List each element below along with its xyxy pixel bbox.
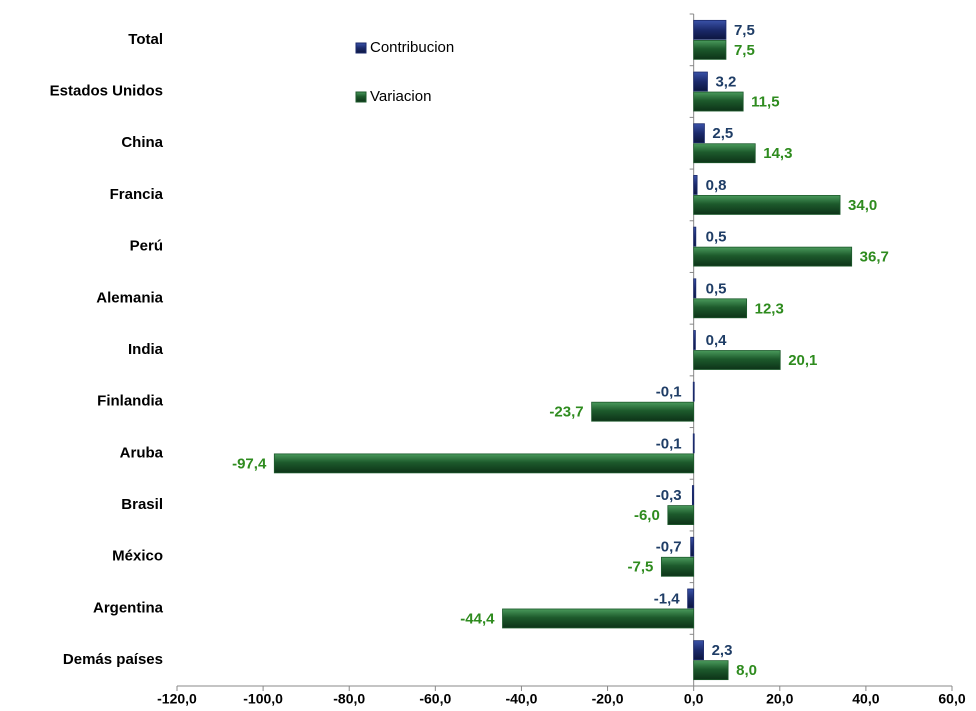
value-label: 14,3 bbox=[763, 145, 792, 162]
value-label: 7,5 bbox=[734, 22, 755, 39]
value-label: 3,2 bbox=[715, 74, 736, 91]
legend-label: Contribucion bbox=[370, 39, 454, 56]
x-tick-label: -40,0 bbox=[505, 691, 537, 707]
value-label: 0,5 bbox=[706, 280, 727, 297]
x-tick-label: 40,0 bbox=[852, 691, 879, 707]
bar bbox=[693, 298, 748, 319]
value-label: 0,8 bbox=[706, 177, 727, 194]
bar bbox=[693, 350, 781, 370]
value-label: 0,5 bbox=[706, 229, 727, 246]
bar bbox=[693, 175, 698, 195]
value-label: -6,0 bbox=[634, 507, 660, 524]
value-label: -44,4 bbox=[460, 610, 495, 627]
category-label: Alemania bbox=[96, 289, 163, 306]
value-label: -23,7 bbox=[549, 404, 583, 421]
x-tick-label: -100,0 bbox=[243, 691, 283, 707]
category-label: Argentina bbox=[93, 599, 164, 616]
bar bbox=[693, 278, 697, 299]
value-label: 2,5 bbox=[712, 125, 733, 142]
category-label: Aruba bbox=[120, 444, 164, 461]
value-label: 20,1 bbox=[788, 352, 817, 369]
value-label: 36,7 bbox=[860, 249, 889, 266]
value-label: -7,5 bbox=[628, 559, 654, 576]
bar bbox=[692, 433, 695, 454]
category-label: Demás países bbox=[63, 651, 163, 668]
value-label: -0,1 bbox=[656, 384, 682, 401]
category-label: Perú bbox=[130, 238, 163, 255]
x-tick-label: -20,0 bbox=[592, 691, 624, 707]
x-tick-label: 20,0 bbox=[766, 691, 793, 707]
value-label: -97,4 bbox=[232, 455, 267, 472]
bar bbox=[693, 143, 756, 164]
value-label: -0,1 bbox=[656, 435, 682, 452]
value-label: 12,3 bbox=[755, 300, 784, 317]
x-tick-label: -80,0 bbox=[333, 691, 365, 707]
bar bbox=[687, 588, 695, 609]
value-label: -0,7 bbox=[656, 539, 682, 556]
value-label: 11,5 bbox=[751, 94, 779, 111]
bar bbox=[693, 660, 729, 681]
bar bbox=[693, 19, 727, 40]
category-label: Finlandia bbox=[97, 393, 163, 410]
x-tick-label: -60,0 bbox=[419, 691, 451, 707]
value-label: 0,4 bbox=[706, 332, 728, 349]
bar bbox=[273, 453, 695, 474]
value-label: 2,3 bbox=[712, 642, 733, 659]
legend-label: Variacion bbox=[370, 88, 431, 105]
x-tick-label: 0,0 bbox=[684, 691, 704, 707]
bar bbox=[693, 39, 727, 60]
bar bbox=[691, 485, 695, 505]
bar bbox=[693, 330, 696, 350]
value-label: 8,0 bbox=[736, 662, 757, 679]
bar bbox=[693, 195, 841, 215]
bar bbox=[693, 71, 708, 92]
bar bbox=[502, 608, 695, 629]
value-label: 7,5 bbox=[734, 42, 755, 59]
category-label: México bbox=[112, 548, 163, 565]
value-label: -0,3 bbox=[656, 487, 682, 504]
bar bbox=[660, 556, 695, 577]
legend-swatch bbox=[355, 91, 367, 103]
bar bbox=[693, 226, 697, 247]
bar bbox=[693, 640, 704, 661]
bar bbox=[690, 536, 695, 557]
category-label: Brasil bbox=[121, 496, 163, 513]
category-label: China bbox=[121, 134, 163, 151]
category-label: Total bbox=[128, 31, 163, 48]
bar bbox=[667, 505, 695, 525]
bar bbox=[693, 123, 705, 144]
value-label: 34,0 bbox=[848, 197, 877, 214]
bar bbox=[591, 401, 695, 422]
category-label: Estados Unidos bbox=[50, 83, 163, 100]
category-label: Francia bbox=[110, 186, 164, 203]
bar bbox=[692, 381, 695, 402]
x-tick-label: -120,0 bbox=[157, 691, 197, 707]
legend-swatch bbox=[355, 42, 367, 54]
category-label: India bbox=[128, 341, 164, 358]
bar bbox=[693, 246, 853, 267]
value-label: -1,4 bbox=[654, 590, 681, 607]
bar bbox=[693, 91, 744, 112]
x-tick-label: 60,0 bbox=[938, 691, 965, 707]
